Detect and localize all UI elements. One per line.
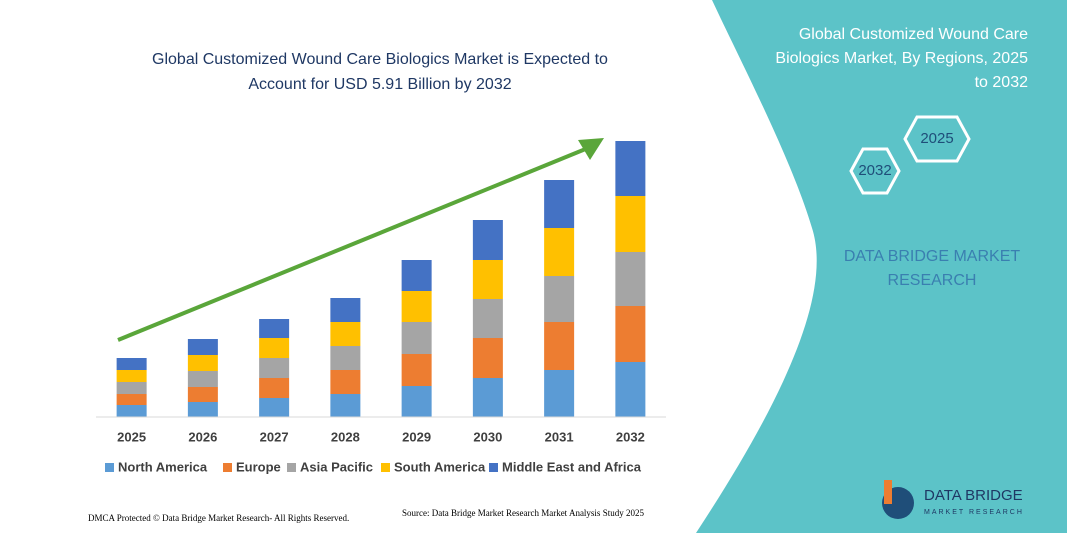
brand-text: DATA BRIDGE MARKET [844, 248, 1021, 265]
side-panel [696, 0, 1067, 533]
bar-segment [401, 386, 432, 417]
chart-title: Global Customized Wound Care Biologics M… [152, 51, 608, 68]
bar-segment [259, 398, 290, 417]
legend-label: North America [118, 459, 208, 474]
legend-label: South America [394, 459, 486, 474]
bar-segment [187, 355, 218, 371]
x-tick-label: 2027 [260, 429, 289, 444]
bar-segment [187, 371, 218, 387]
x-tick-label: 2026 [188, 429, 217, 444]
x-tick-label: 2025 [117, 429, 146, 444]
side-title: to 2032 [975, 74, 1028, 91]
logo-subtext: MARKET RESEARCH [924, 509, 1024, 516]
bar-segment [544, 370, 575, 417]
chart-title: Account for USD 5.91 Billion by 2032 [248, 76, 511, 93]
x-tick-label: 2029 [402, 429, 431, 444]
bar-segment [116, 405, 147, 417]
bar-segment [187, 402, 218, 417]
trend-arrow [117, 146, 589, 342]
bar-segment [544, 228, 575, 276]
bar-segment [259, 319, 290, 338]
bar-segment [615, 141, 646, 196]
bar-segment [615, 362, 646, 417]
legend-label: Asia Pacific [300, 459, 373, 474]
x-tick-label: 2032 [616, 429, 645, 444]
side-title: Global Customized Wound Care [799, 26, 1028, 43]
bar-segment [259, 338, 290, 358]
bar-segment [472, 220, 503, 260]
bar-segment [259, 358, 290, 378]
bar-segment [472, 338, 503, 378]
bar-segment [330, 370, 361, 394]
bar-segment [116, 358, 147, 370]
bar-segment [544, 276, 575, 322]
bar-segment [544, 322, 575, 370]
bar-segment [401, 322, 432, 354]
bar-segment [401, 291, 432, 322]
bar-segment [615, 196, 646, 252]
bar-segment [615, 252, 646, 306]
bar-segment [116, 382, 147, 394]
legend-swatch [223, 463, 232, 472]
bar-segment [401, 260, 432, 291]
x-tick-label: 2031 [545, 429, 574, 444]
logo-icon [884, 480, 892, 504]
hexagons [849, 115, 971, 195]
bar-segment [401, 354, 432, 386]
legend-swatch [381, 463, 390, 472]
bar-segment [472, 378, 503, 417]
hexagon [849, 147, 901, 195]
hexagon [903, 115, 971, 163]
bar-segment [330, 394, 361, 417]
x-tick-label: 2030 [473, 429, 502, 444]
bar-segment [116, 394, 147, 405]
bar-segment [544, 180, 575, 228]
legend-swatch [489, 463, 498, 472]
x-tick-label: 2028 [331, 429, 360, 444]
legend-label: Middle East and Africa [502, 459, 642, 474]
arrow-head [578, 138, 604, 160]
brand-text: RESEARCH [888, 272, 977, 289]
bar-segment [330, 298, 361, 322]
logo-text: DATA BRIDGE [924, 487, 1023, 504]
legend-swatch [287, 463, 296, 472]
bar-segment [187, 387, 218, 402]
bar-segment [472, 299, 503, 338]
dmca-note: DMCA Protected © Data Bridge Market Rese… [88, 513, 349, 523]
bar-segment [259, 378, 290, 398]
legend-label: Europe [236, 459, 281, 474]
bar-segment [615, 306, 646, 362]
hexagon-label: 2025 [920, 130, 953, 147]
bar-segment [116, 370, 147, 382]
hexagon-label: 2032 [858, 162, 891, 179]
bar-segment [330, 346, 361, 370]
bar-segment [330, 322, 361, 346]
legend-swatch [105, 463, 114, 472]
side-title: Biologics Market, By Regions, 2025 [775, 50, 1028, 67]
bar-segment [472, 260, 503, 299]
bar-segment [187, 339, 218, 355]
source-note: Source: Data Bridge Market Research Mark… [402, 508, 644, 518]
